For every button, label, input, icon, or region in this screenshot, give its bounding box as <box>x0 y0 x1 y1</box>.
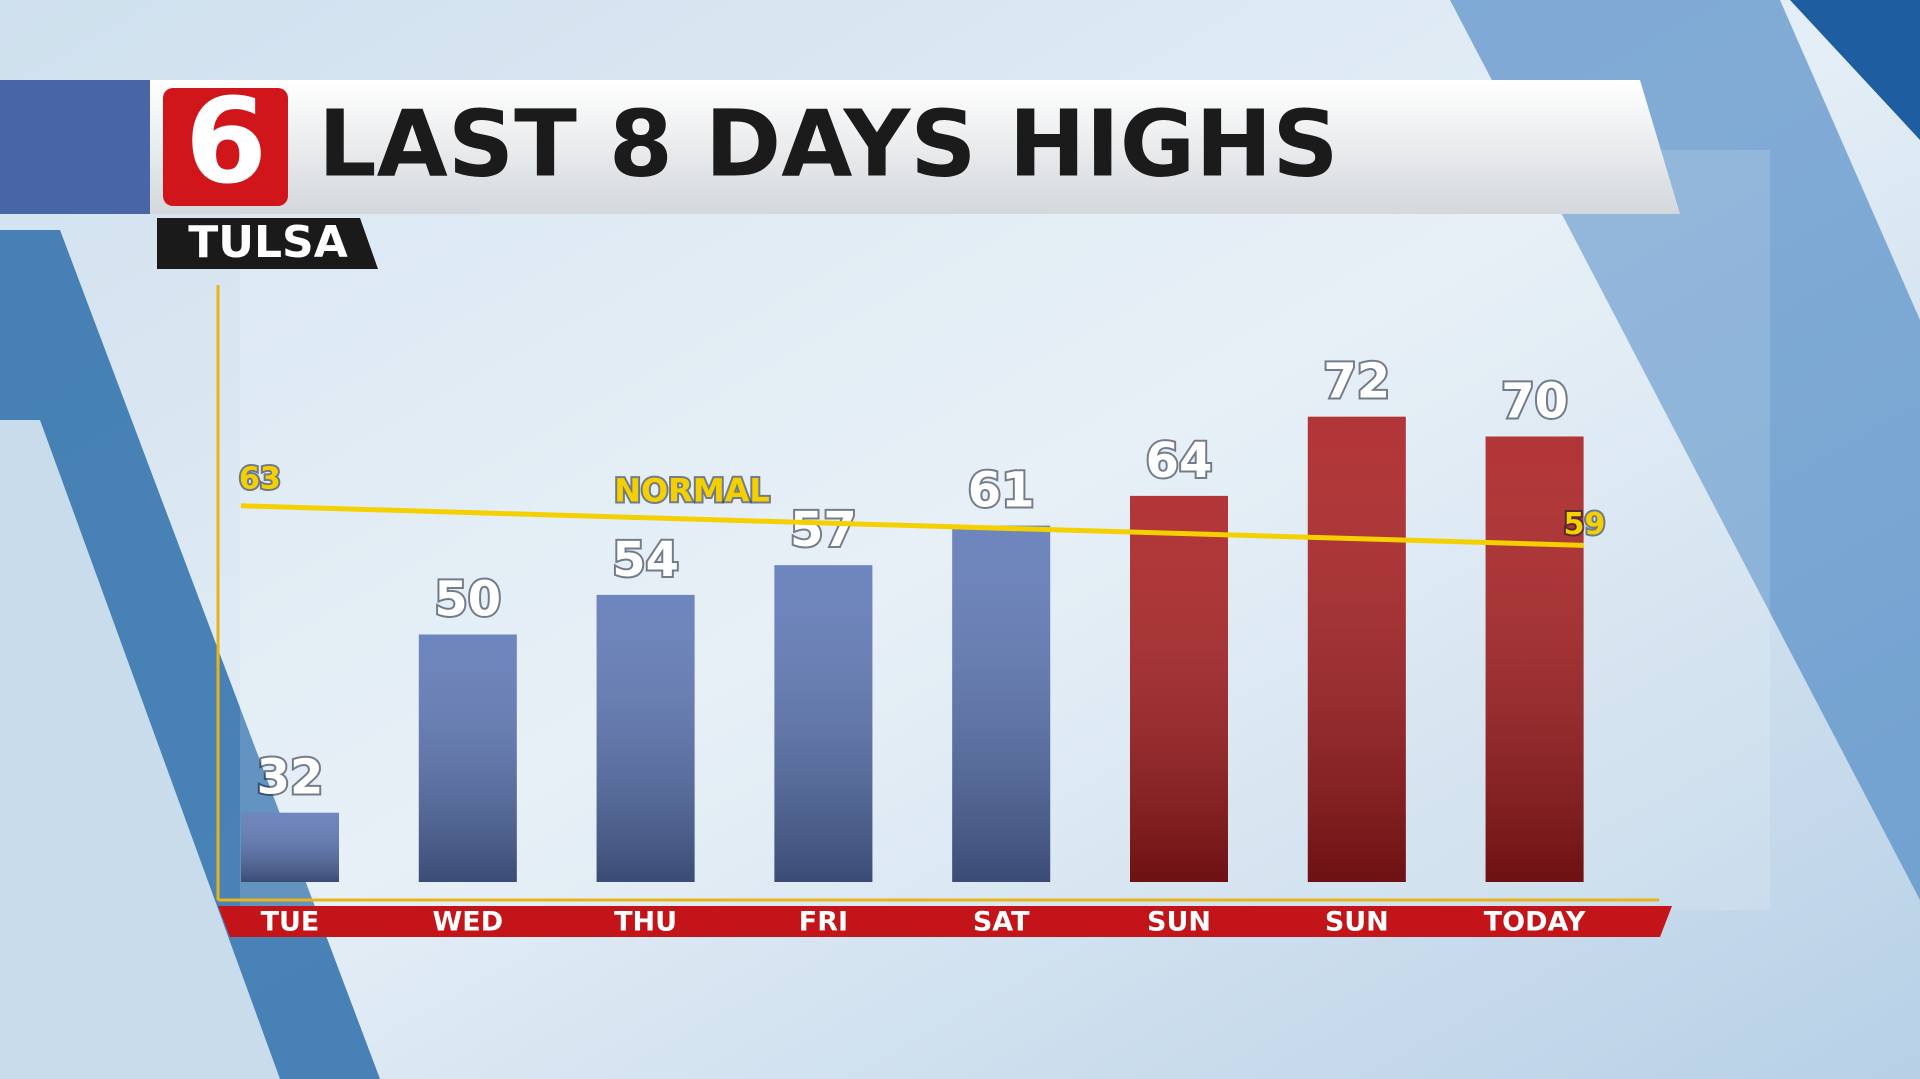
bar-shade <box>596 594 695 882</box>
stripe <box>0 420 280 1079</box>
city: TULSA <box>188 217 348 268</box>
value-label: 70 <box>1501 374 1568 430</box>
value-label: 54 <box>612 532 679 588</box>
logo: 6 <box>185 72 267 210</box>
value-label: 57 <box>790 502 857 558</box>
x-tick-label: WED <box>432 907 503 938</box>
value-label: 61 <box>968 463 1035 519</box>
banner-accent <box>0 80 150 214</box>
title-banner <box>0 80 1680 214</box>
city-tag <box>157 218 378 269</box>
normal-value: 63 <box>239 461 281 496</box>
stripe <box>1790 0 1920 140</box>
x-tick-label: SUN <box>1325 907 1389 938</box>
x-tick-label: SUN <box>1147 907 1211 938</box>
plot: 32 TUE 50 WED 54 THU 57 FRI 61 SAT 64 SUN 72 SUN 70 TOD… <box>237 352 1607 938</box>
x-tick-label: TUE <box>261 907 320 938</box>
value-label: 64 <box>1146 433 1213 489</box>
stripe <box>1450 0 1920 900</box>
logo-box <box>163 88 288 206</box>
value-label: 50 <box>434 572 501 628</box>
category-ribbon <box>218 906 1672 937</box>
bar-shade <box>1130 495 1228 882</box>
x-tick-label: THU <box>614 907 677 938</box>
x-tick-label: SAT <box>973 907 1030 938</box>
chart-title: LAST 8 DAYS HIGHS <box>318 90 1339 197</box>
bar-shade <box>952 525 1051 882</box>
x-tick-label: TODAY <box>1484 907 1586 938</box>
value-label: 32 <box>257 750 324 806</box>
value-label: 72 <box>1323 354 1390 410</box>
bar-shade <box>1307 416 1406 882</box>
bar-shade <box>1485 436 1584 882</box>
bar-shade <box>241 812 339 882</box>
normal-label: NORMAL <box>614 471 770 509</box>
bar-shade <box>774 565 873 882</box>
normal-line <box>240 503 1584 548</box>
x-tick-label: FRI <box>799 907 848 938</box>
normal-value: 59 <box>1564 507 1606 542</box>
bar-shade <box>418 634 517 882</box>
